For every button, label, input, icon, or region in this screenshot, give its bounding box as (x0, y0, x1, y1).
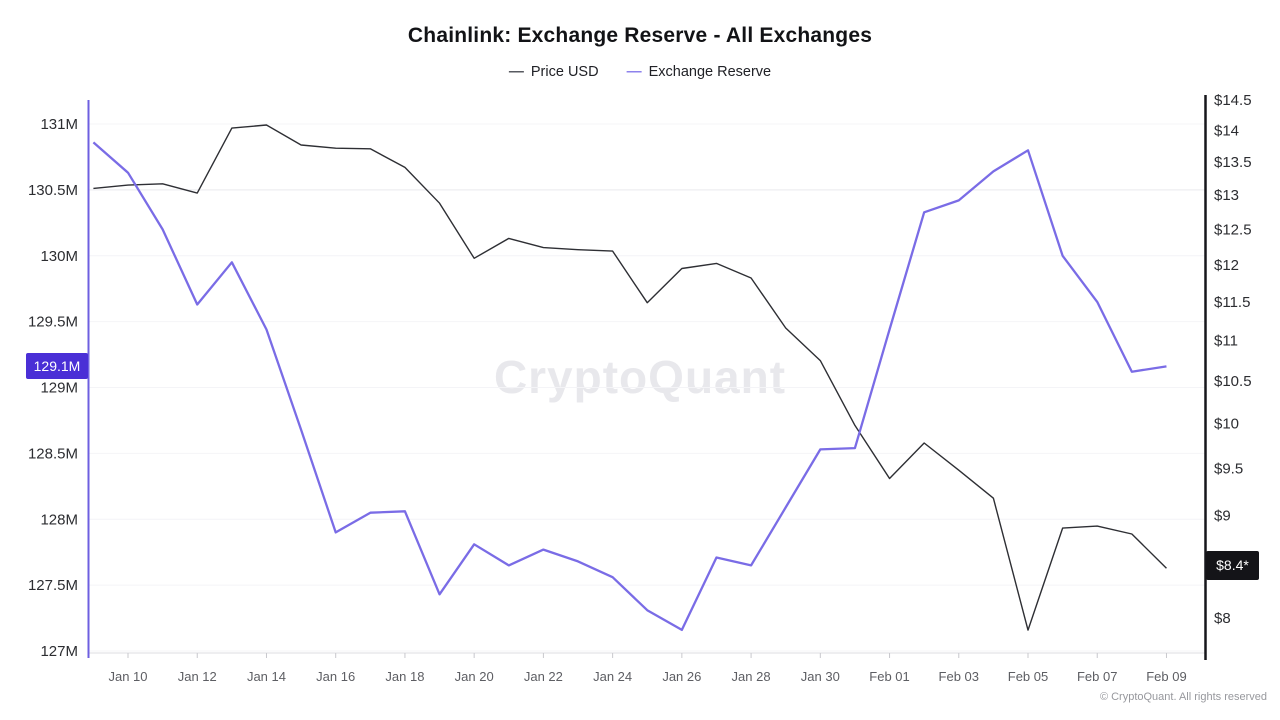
price-usd-line-swatch: — (508, 63, 524, 80)
left-axis-tick-label: 129M (40, 380, 78, 397)
left-axis-tick-label: 129.5M (28, 314, 78, 331)
x-tick-label: Jan 20 (455, 669, 494, 684)
x-tick-label: Feb 01 (869, 669, 909, 684)
right-axis-tick-label: $11 (1214, 333, 1238, 350)
right-axis-tick-label: $13.5 (1214, 154, 1252, 171)
x-tick-label: Jan 30 (801, 669, 840, 684)
legend: — Price USD — Exchange Reserve (0, 63, 1280, 80)
x-tick-label: Jan 28 (732, 669, 771, 684)
x-tick-label: Jan 26 (662, 669, 701, 684)
right-axis-tick-label: $10.5 (1214, 373, 1252, 390)
right-axis-tick-label: $10 (1214, 416, 1239, 433)
left-axis-tick-label: 130.5M (28, 182, 78, 199)
x-tick-label: Jan 24 (593, 669, 632, 684)
x-tick-label: Feb 05 (1008, 669, 1048, 684)
right-axis-tick-label: $9.5 (1214, 460, 1243, 477)
left-axis-tick-label: 130M (40, 248, 78, 265)
legend-label-price-usd: Price USD (530, 63, 599, 80)
right-axis-tick-label: $8 (1214, 610, 1231, 627)
x-tick-label: Jan 14 (247, 669, 286, 684)
exchange-reserve-line-swatch: — (626, 63, 642, 80)
left-axis-tick-label: 127M (40, 643, 78, 660)
x-tick-label: Jan 12 (178, 669, 217, 684)
right-axis-tick-label: $13 (1214, 187, 1239, 204)
left-axis-tick-label: 128.5M (28, 445, 78, 462)
left-axis-tick-label: 131M (40, 116, 78, 133)
x-tick-label: Jan 18 (385, 669, 424, 684)
x-tick-label: Feb 03 (939, 669, 979, 684)
right-axis-tick-label: $14 (1214, 123, 1239, 140)
exchange-reserve-line (92, 141, 1167, 632)
left-axis-tick-label: 127.5M (28, 577, 78, 594)
legend-item-price-usd[interactable]: — Price USD (509, 63, 599, 80)
chart-title: Chainlink: Exchange Reserve - All Exchan… (407, 24, 873, 47)
right-axis-tick-label: $9 (1214, 507, 1231, 524)
price-last-value-badge: $8.4* (1206, 551, 1259, 580)
x-tick-label: Jan 22 (524, 669, 563, 684)
reserve-last-value-badge: 129.1M (26, 353, 88, 379)
legend-item-exchange-reserve[interactable]: — Exchange Reserve (627, 63, 772, 80)
right-axis-tick-label: $12 (1214, 257, 1239, 274)
x-tick-label: Feb 09 (1146, 669, 1186, 684)
x-tick-label: Jan 16 (316, 669, 355, 684)
right-axis-tick-label: $14.5 (1214, 92, 1252, 109)
x-tick-label: Feb 07 (1077, 669, 1117, 684)
left-axis-tick-label: 128M (40, 511, 78, 528)
right-axis-tick-label: $12.5 (1214, 221, 1252, 238)
legend-label-exchange-reserve: Exchange Reserve (648, 63, 772, 80)
x-tick-label: Jan 10 (108, 669, 147, 684)
copyright-notice: © CryptoQuant. All rights reserved (1099, 691, 1267, 703)
price-usd-line (93, 124, 1167, 631)
right-axis-tick-label: $11.5 (1214, 294, 1250, 311)
